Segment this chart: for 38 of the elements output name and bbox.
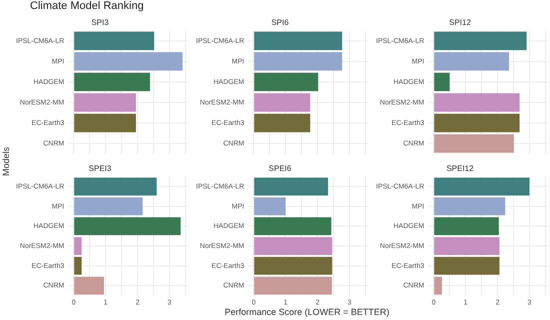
- bar: [434, 217, 499, 236]
- bar: [434, 276, 442, 295]
- bar: [74, 114, 136, 132]
- bar: [254, 217, 332, 236]
- bar: [434, 114, 520, 132]
- bar: [74, 217, 181, 236]
- bar: [434, 178, 530, 196]
- bar: [74, 237, 82, 255]
- bar: [254, 237, 332, 255]
- chart-title: SPEI3: [88, 164, 112, 174]
- bar: [434, 134, 514, 153]
- bar: [434, 72, 450, 92]
- chart-title: SPI12: [449, 18, 472, 28]
- chart-title: SPEI12: [446, 164, 474, 174]
- bar: [434, 197, 506, 216]
- bar: [74, 52, 183, 71]
- bar: [254, 178, 328, 196]
- bar: [434, 256, 500, 275]
- y-axis-title: Models: [1, 146, 11, 176]
- bar: [74, 178, 157, 196]
- text: Climate Model Ranking: [30, 0, 144, 12]
- bar: [74, 197, 143, 216]
- chart-title: SPI3: [91, 18, 110, 28]
- bar: [434, 93, 520, 112]
- bar: [434, 52, 510, 71]
- x-axis-title: Performance Score (LOWER = BETTER): [224, 307, 390, 317]
- chart-title: SPI6: [271, 18, 290, 28]
- bar: [434, 237, 500, 255]
- bar: [74, 256, 82, 275]
- bar: [254, 256, 332, 275]
- bar: [74, 276, 104, 295]
- bar: [254, 197, 286, 216]
- bar: [434, 32, 527, 50]
- bar: [74, 32, 154, 50]
- bar: [74, 72, 150, 92]
- bar: [254, 276, 332, 295]
- chart-title: SPEI6: [268, 164, 292, 174]
- bar: [74, 93, 136, 112]
